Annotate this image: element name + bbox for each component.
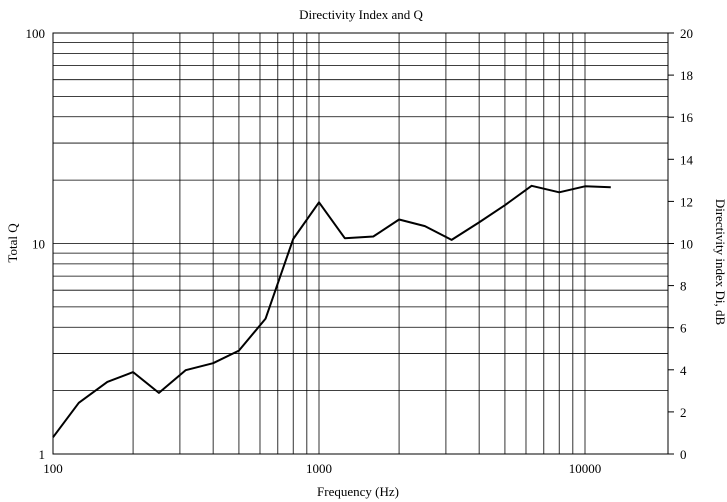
chart-title: Directivity Index and Q bbox=[299, 7, 423, 22]
y2-tick-label: 4 bbox=[680, 363, 687, 378]
y2-tick-label: 6 bbox=[680, 321, 687, 336]
x-tick-labels: 100 1000 10000 bbox=[43, 461, 601, 476]
y-tick-label: 1 bbox=[39, 447, 46, 462]
y2-tick-label: 20 bbox=[680, 26, 693, 41]
y-tick-label: 10 bbox=[32, 237, 45, 252]
y2-tick-label: 10 bbox=[680, 237, 693, 252]
y2-axis-label: Directivity index Di, dB bbox=[713, 199, 727, 326]
y2-tick-label: 18 bbox=[680, 68, 693, 83]
x-tick-label: 100 bbox=[43, 461, 63, 476]
series-line bbox=[52, 184, 611, 438]
y2-tick-label: 14 bbox=[680, 152, 694, 167]
series-group bbox=[52, 184, 611, 438]
y2-tick-label: 8 bbox=[680, 279, 687, 294]
y2-tick-labels: 0 2 4 6 8 10 12 14 16 18 20 bbox=[668, 26, 694, 462]
grid-lines bbox=[53, 33, 668, 454]
y-tick-label: 100 bbox=[26, 26, 46, 41]
y2-tick-label: 2 bbox=[680, 405, 687, 420]
y2-tick-label: 16 bbox=[680, 110, 694, 125]
x-axis-label: Frequency (Hz) bbox=[317, 484, 399, 499]
y-axis-label: Total Q bbox=[5, 223, 20, 263]
x-tick-label: 10000 bbox=[569, 461, 602, 476]
y2-tick-label: 0 bbox=[680, 447, 687, 462]
y-tick-labels: 1 10 100 bbox=[26, 26, 46, 462]
y2-tick-label: 12 bbox=[680, 194, 693, 209]
x-tick-label: 1000 bbox=[306, 461, 332, 476]
